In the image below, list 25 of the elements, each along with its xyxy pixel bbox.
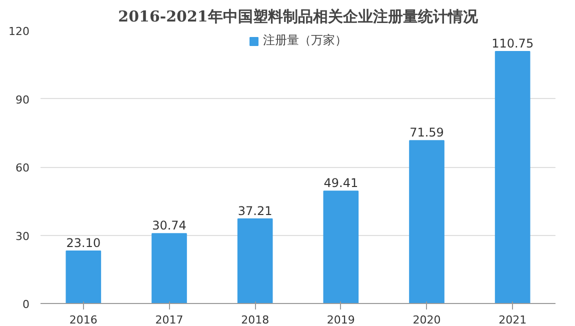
y-tick-label: 120 <box>8 25 30 38</box>
chart-title: 2016-2021年中国塑料制品相关企业注册量统计情况 <box>118 8 479 26</box>
bar <box>323 190 359 304</box>
y-tick-label: 30 <box>16 230 30 243</box>
text: 23.10 <box>66 236 101 250</box>
bar <box>66 250 102 304</box>
text: 37.21 <box>238 204 272 218</box>
x-tick-label: 2021 <box>498 314 527 326</box>
y-tick-label: 90 <box>16 93 30 106</box>
x-tick-label: 2019 <box>326 314 355 326</box>
bar <box>494 51 530 304</box>
text: 110.75 <box>492 36 534 51</box>
text: 49.41 <box>324 176 358 190</box>
x-tick-label: 2016 <box>69 314 98 326</box>
x-tick-label: 2018 <box>241 314 270 326</box>
bar <box>409 140 444 304</box>
text: 71.59 <box>410 126 444 140</box>
legend-label: 注册量（万家） <box>263 32 347 49</box>
x-tick-label: 2020 <box>412 314 441 326</box>
bar <box>237 218 273 304</box>
y-tick-label: 0 <box>22 298 30 311</box>
text: 30.74 <box>152 218 186 233</box>
bar <box>152 233 187 304</box>
y-tick-label: 60 <box>16 162 30 174</box>
x-tick-label: 2017 <box>155 314 184 326</box>
